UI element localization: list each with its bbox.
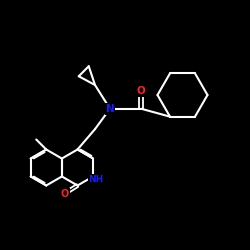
Text: NH: NH xyxy=(88,175,104,184)
Text: O: O xyxy=(137,86,145,96)
Text: O: O xyxy=(61,189,69,199)
Text: N: N xyxy=(106,104,114,114)
